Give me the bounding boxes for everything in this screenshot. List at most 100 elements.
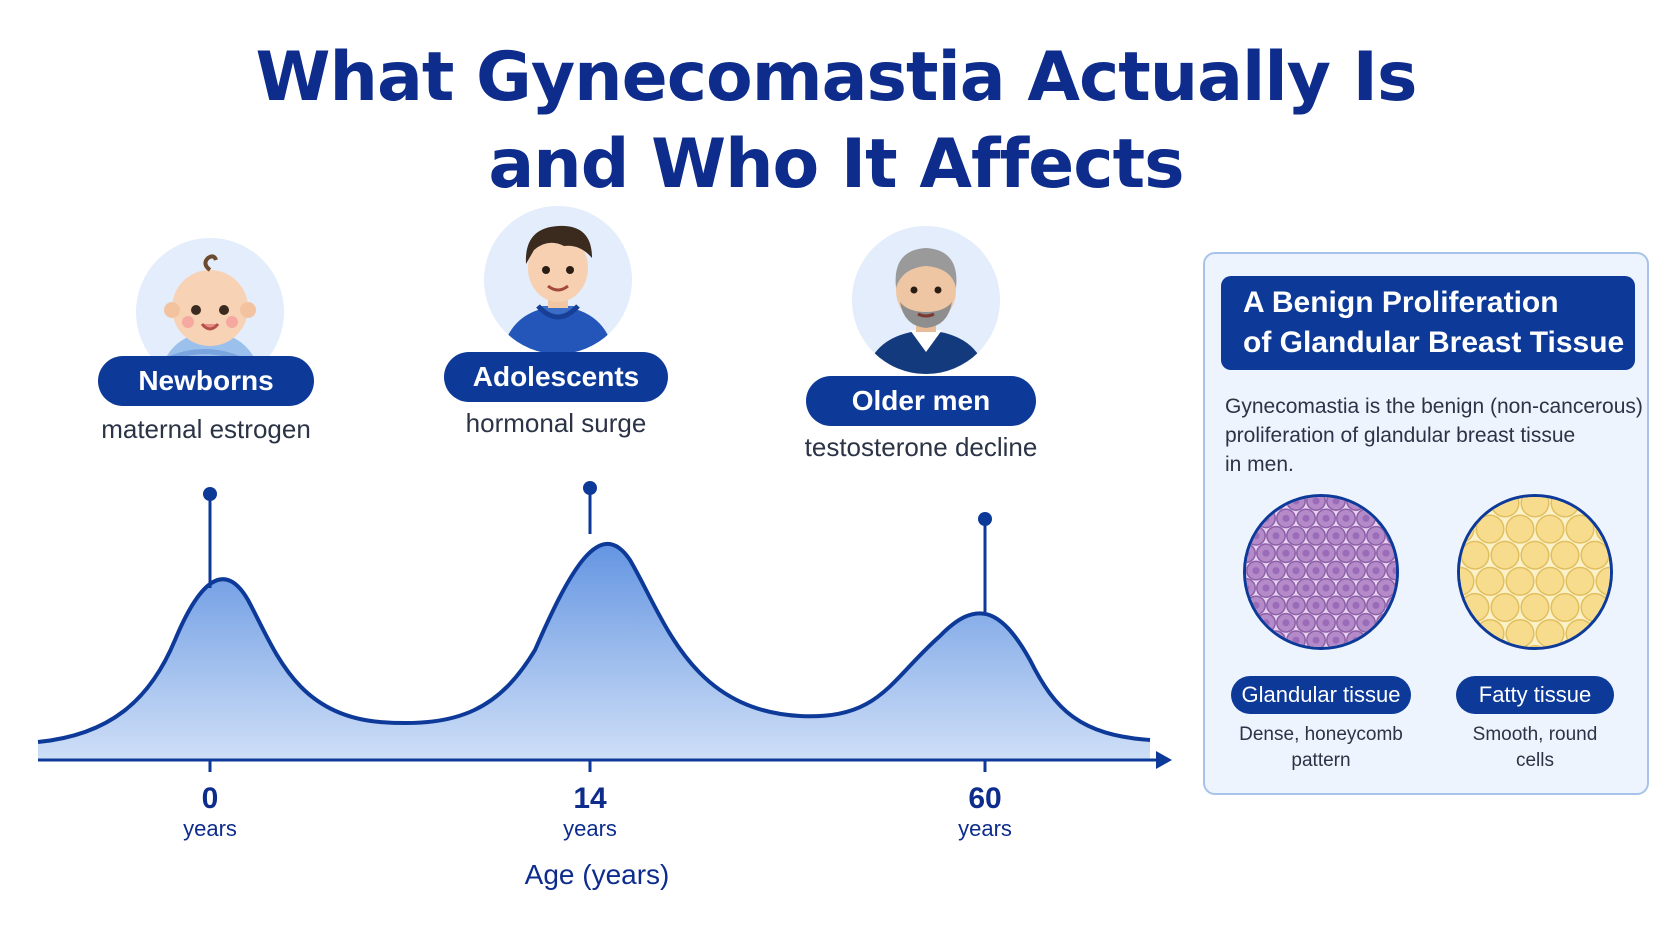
glandular-cell-7 [1366,497,1386,511]
glandular-nucleus-9 [1392,497,1396,505]
fatty-cell-1 [1460,497,1490,518]
x-axis-arrow-icon [1156,751,1172,769]
glandular-cell-74 [1266,630,1286,647]
glandular-nucleus-81 [1392,636,1396,644]
glandular-nucleus-45 [1392,567,1396,575]
glandular-nucleus-41 [1312,567,1320,575]
fatty-cell-44 [1587,645,1603,647]
fatty-cell-43 [1557,645,1573,647]
tissue-desc-fatty-line-2: cells [1515,750,1554,771]
glandular-nucleus-27 [1392,532,1396,540]
group-cause-adolescents: hormonal surge [465,408,647,438]
fatty-cell-25 [1595,566,1610,596]
fatty-cell-4 [1550,497,1580,518]
fatty-cell-10 [1535,514,1565,544]
fatty-cell-36 [1535,618,1565,647]
fatty-cell-24 [1565,566,1595,596]
fatty-cell-2 [1490,497,1520,518]
glandular-cell-2 [1266,497,1286,511]
glandular-nucleus-16 [1362,514,1370,522]
fatty-cell-23 [1535,566,1565,596]
tissue-desc-fatty: Smooth, round cells [1440,722,1630,774]
glandular-nucleus-62 [1372,601,1380,609]
glandular-nucleus-12 [1282,514,1290,522]
glandular-nucleus-66 [1282,619,1290,627]
glandular-nucleus-65 [1262,619,1270,627]
glandular-cell-80 [1386,630,1396,647]
glandular-nucleus-24 [1332,532,1340,540]
fatty-cell-40 [1467,645,1483,647]
glandular-cell-6 [1346,497,1366,511]
glandular-cell-70 [1376,612,1396,633]
glandular-nucleus-56 [1252,601,1260,609]
glandular-nucleus-77 [1312,636,1320,644]
peak-marker-dot-0 [203,487,217,501]
fatty-cell-35 [1505,618,1535,647]
glandular-nucleus-75 [1272,636,1280,644]
glandular-nucleus-52 [1362,584,1370,592]
fatty-cell-18 [1580,540,1610,570]
glandular-nucleus-69 [1342,619,1350,627]
group-cause-older-men: testosterone decline [804,432,1038,462]
fatty-cell-30 [1550,592,1580,622]
panel-header: A Benign Proliferation of Glandular Brea… [1221,276,1635,370]
tick-unit-60: years [958,816,1012,841]
tick-label-14: 14 [573,782,607,815]
fatty-cell-15 [1490,540,1520,570]
glandular-nucleus-33 [1342,549,1350,557]
glandular-nucleus-79 [1352,636,1360,644]
tissue-label-fatty: Fatty tissue [1456,676,1614,714]
tissue-desc-glandular-line-1: Dense, honeycomb [1239,724,1403,745]
fatty-cell-41 [1497,645,1513,647]
glandular-cell-9 [1246,508,1256,529]
peak-marker-dot-14 [583,481,597,495]
glandular-cell-63 [1246,612,1256,633]
glandular-nucleus-51 [1342,584,1350,592]
fatty-cell-42 [1527,645,1543,647]
fatty-cell-33 [1460,618,1475,647]
fatty-cell-21 [1475,566,1505,596]
glandular-nucleus-78 [1332,636,1340,644]
glandular-cell-16 [1376,508,1396,529]
glandular-nucleus-47 [1262,584,1270,592]
glandular-nucleus-74 [1252,636,1260,644]
glandular-nucleus-49 [1302,584,1310,592]
tissue-desc-glandular: Dense, honeycomb pattern [1226,722,1416,774]
glandular-nucleus-42 [1332,567,1340,575]
fatty-cell-28 [1490,592,1520,622]
page-title-line-2: and Who It Affects [488,125,1184,204]
glandular-nucleus-71 [1382,619,1390,627]
glandular-nucleus-76 [1292,636,1300,644]
glandular-nucleus-29 [1262,549,1270,557]
glandular-nucleus-21 [1272,532,1280,540]
fatty-cell-3 [1520,497,1550,518]
group-label-older-men: Older men [806,376,1036,426]
baby-icon [136,238,284,386]
glandular-cell-26 [1386,525,1396,546]
fatty-cell-8 [1475,514,1505,544]
glandular-nucleus-50 [1322,584,1330,592]
glandular-cell-1 [1246,497,1266,511]
age-distribution-chart: 0 years 14 years 60 years Age (years) [37,481,1172,890]
peak-marker-dot-60 [978,512,992,526]
glandular-nucleus-20 [1252,532,1260,540]
glandular-nucleus-22 [1292,532,1300,540]
glandular-nucleus-57 [1272,601,1280,609]
glandular-nucleus-53 [1382,584,1390,592]
tick-label-0: 0 [202,782,219,815]
fatty-tissue-icon [1457,494,1613,650]
tissue-desc-glandular-line-2: pattern [1291,750,1351,771]
glandular-cell-10 [1256,508,1276,529]
glandular-nucleus-63 [1392,601,1396,609]
glandular-nucleus-68 [1322,619,1330,627]
glandular-nucleus-48 [1282,584,1290,592]
glandular-tissue-icon [1243,494,1399,650]
fatty-cell-14 [1460,540,1490,570]
fatty-cell-34 [1475,618,1505,647]
glandular-cell-62 [1386,595,1396,616]
glandular-cell-79 [1366,630,1386,647]
fatty-cell-16 [1520,540,1550,570]
glandular-nucleus-23 [1312,532,1320,540]
glandular-nucleus-40 [1292,567,1300,575]
glandular-nucleus-5 [1312,497,1320,505]
